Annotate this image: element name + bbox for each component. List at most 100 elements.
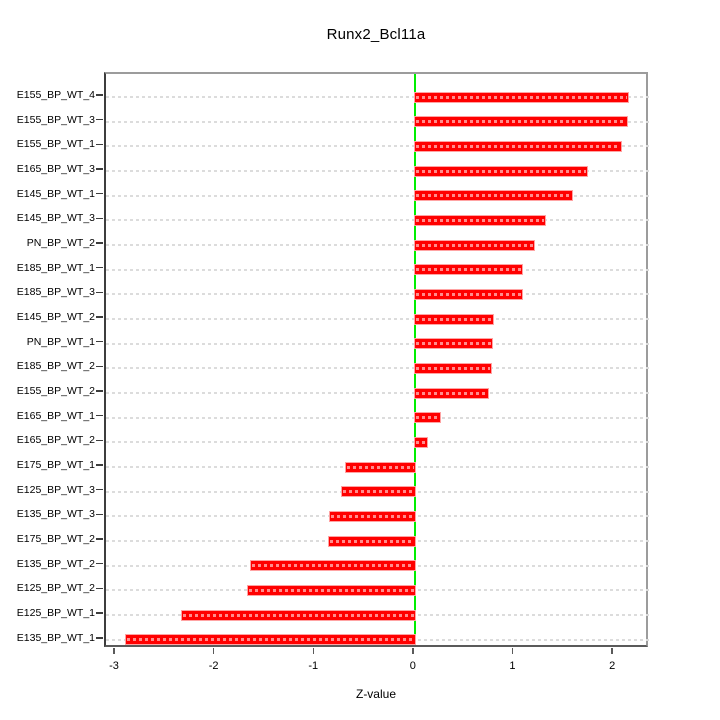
y-label-e125_bp_wt_2: E125_BP_WT_2 [16, 582, 95, 595]
y-tick [96, 316, 103, 318]
y-tick [96, 192, 103, 195]
bar-pn_bp_wt_1 [413, 338, 493, 350]
bar-stripe [415, 218, 545, 222]
gridline-pn_bp_wt_2 [106, 244, 650, 247]
bar-stripe [415, 440, 426, 444]
bar-stripe [415, 144, 621, 148]
y-label-e155_bp_wt_2: E155_BP_WT_2 [16, 385, 95, 398]
bar-stripe [415, 194, 572, 198]
y-tick [96, 464, 103, 466]
y-label-e165_bp_wt_1: E165_BP_WT_1 [16, 409, 95, 422]
bar-stripe [182, 613, 414, 617]
y-tick [96, 267, 103, 269]
y-tick [96, 538, 103, 540]
x-tick [611, 648, 613, 654]
y-label-pn_bp_wt_1: PN_BP_WT_1 [26, 335, 95, 348]
bar-e145_bp_wt_3 [413, 214, 547, 226]
y-tick [96, 439, 103, 442]
gridline-e165_bp_wt_1 [106, 416, 650, 419]
bar-stripe [415, 95, 628, 99]
plot-area [104, 72, 650, 647]
x-tick-label: 1 [509, 660, 516, 672]
bar-e155_bp_wt_3 [413, 116, 629, 128]
bar-stripe [249, 588, 414, 592]
bar-stripe [331, 514, 414, 518]
bar-e175_bp_wt_2 [328, 535, 416, 547]
y-label-e125_bp_wt_3: E125_BP_WT_3 [16, 483, 95, 496]
y-label-e155_bp_wt_4: E155_BP_WT_4 [16, 89, 95, 101]
bar-pn_bp_wt_2 [413, 239, 536, 251]
bar-e165_bp_wt_1 [413, 412, 441, 424]
gridline-e165_bp_wt_2 [106, 441, 650, 444]
bar-stripe [415, 268, 522, 272]
x-tick [113, 648, 115, 654]
y-tick [96, 489, 103, 491]
y-tick [96, 563, 103, 565]
bar-e135_bp_wt_1 [124, 634, 416, 646]
bar-stripe [415, 416, 439, 420]
bar-stripe [415, 366, 490, 370]
gridline-e145_bp_wt_3 [106, 219, 650, 222]
bar-stripe [252, 564, 414, 568]
x-tick [511, 648, 514, 654]
y-label-e125_bp_wt_1: E125_BP_WT_1 [16, 607, 95, 620]
bar-e155_bp_wt_4 [413, 91, 630, 103]
bar-e135_bp_wt_3 [329, 510, 416, 522]
bar-e145_bp_wt_1 [413, 190, 574, 202]
x-tick-label: 0 [409, 660, 416, 672]
x-tick [412, 648, 414, 654]
gridline-e185_bp_wt_3 [106, 293, 650, 296]
y-tick [96, 94, 103, 96]
y-tick [96, 637, 103, 639]
bar-stripe [415, 292, 522, 296]
bar-stripe [415, 169, 587, 173]
y-label-e145_bp_wt_1: E145_BP_WT_1 [16, 187, 95, 200]
y-label-e185_bp_wt_3: E185_BP_WT_3 [16, 286, 95, 299]
chart-title: Runx2_Bcl11a [326, 26, 426, 43]
y-tick [96, 513, 103, 516]
y-tick [96, 587, 103, 590]
gridline-e145_bp_wt_1 [106, 194, 650, 197]
gridline-e145_bp_wt_2 [106, 318, 650, 321]
bar-e165_bp_wt_2 [413, 436, 428, 448]
bar-stripe [415, 317, 492, 321]
bar-e155_bp_wt_2 [413, 387, 489, 399]
gridline-e155_bp_wt_1 [106, 145, 650, 148]
gridline-pn_bp_wt_1 [106, 342, 650, 345]
bar-stripe [126, 638, 414, 642]
bar-e135_bp_wt_2 [250, 560, 416, 572]
bar-e185_bp_wt_1 [413, 264, 524, 276]
y-label-e135_bp_wt_3: E135_BP_WT_3 [16, 508, 95, 521]
y-label-e155_bp_wt_1: E155_BP_WT_1 [16, 138, 95, 151]
x-tick-label: -1 [308, 660, 319, 672]
bar-e165_bp_wt_3 [413, 165, 589, 177]
y-tick [96, 118, 103, 121]
y-label-pn_bp_wt_2: PN_BP_WT_2 [26, 237, 95, 250]
y-tick [96, 341, 103, 343]
x-axis-label: Z-value [355, 687, 396, 701]
y-tick [96, 217, 103, 220]
bar-stripe [343, 490, 414, 494]
gridline-e155_bp_wt_2 [106, 392, 650, 395]
bar-e155_bp_wt_1 [413, 140, 623, 152]
gridline-e185_bp_wt_1 [106, 268, 650, 271]
x-tick-label: 2 [609, 660, 616, 672]
y-tick [96, 168, 103, 170]
bar-stripe [415, 342, 491, 346]
y-tick [96, 143, 103, 146]
y-label-e185_bp_wt_2: E185_BP_WT_2 [16, 360, 95, 373]
zero-line [413, 74, 416, 645]
bar-stripe [415, 391, 487, 395]
y-tick [96, 365, 103, 368]
y-tick [96, 242, 103, 244]
y-tick [96, 415, 103, 417]
bar-stripe [415, 243, 534, 247]
y-label-e175_bp_wt_1: E175_BP_WT_1 [16, 459, 95, 472]
bar-stripe [415, 120, 627, 124]
bar-e185_bp_wt_3 [413, 288, 524, 300]
gridline-e185_bp_wt_2 [106, 367, 650, 370]
y-label-e185_bp_wt_1: E185_BP_WT_1 [16, 261, 95, 274]
y-tick [96, 612, 103, 614]
bar-e125_bp_wt_3 [341, 486, 416, 498]
